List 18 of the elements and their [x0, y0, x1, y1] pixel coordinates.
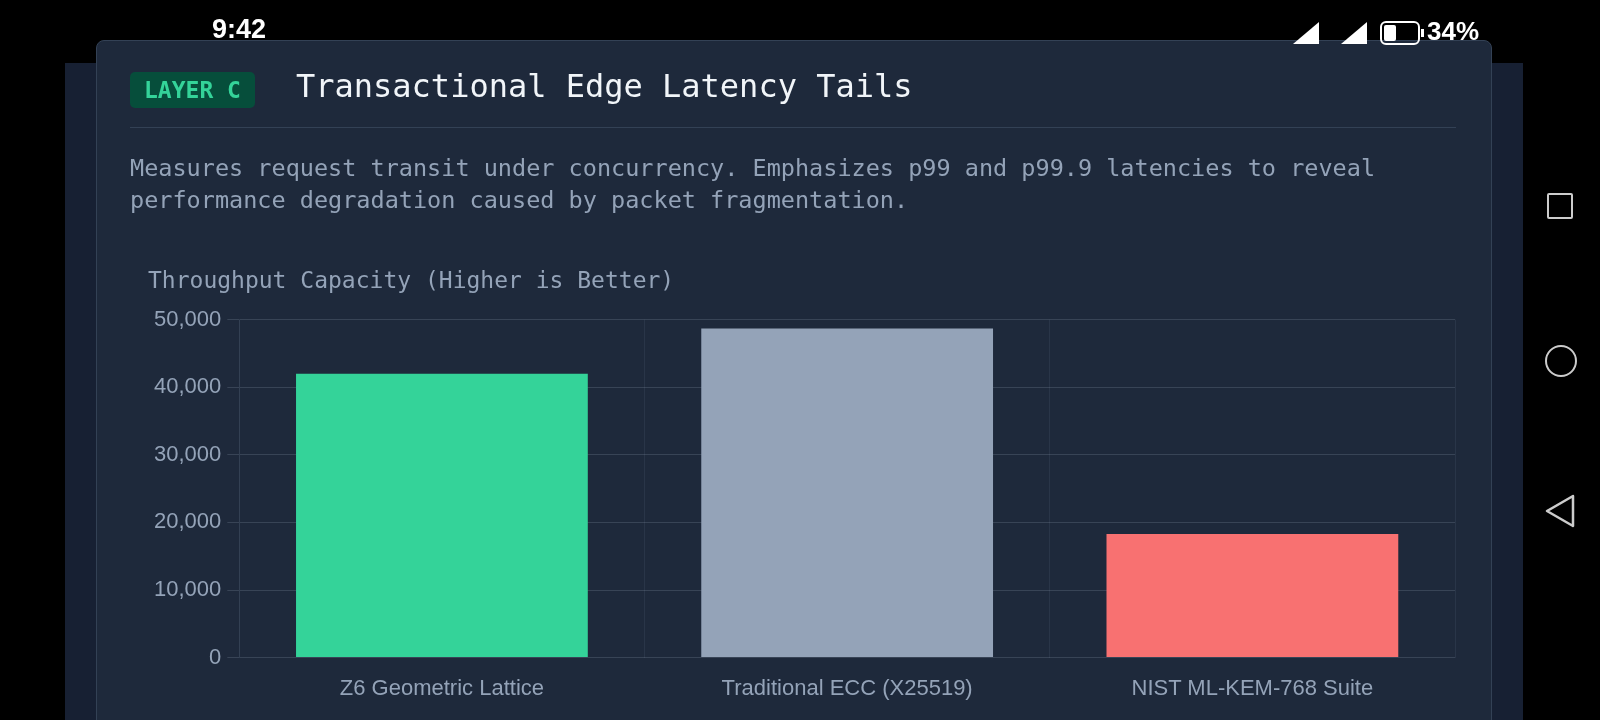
y-axis-title: Throughput Capacity (Higher is Better) [148, 266, 675, 293]
bar [296, 373, 588, 658]
x-tick-label: NIST ML-KEM-768 Suite [1131, 674, 1374, 700]
y-tick-label: 10,000 [153, 576, 222, 602]
chart-title: Transactional Edge Latency Tails [296, 66, 913, 106]
y-tick-label: 0 [209, 643, 222, 669]
chart-subtitle: Measures request transit under concurrency. Emphasizes p99 and p99.9 latencies to reveal performance degradation caused by packet fragmentation. [130, 153, 1377, 216]
bar [1106, 533, 1399, 658]
text: LAYER C [130, 72, 255, 108]
y-tick-label: 30,000 [153, 440, 222, 466]
text: 34% [1427, 16, 1480, 47]
text: 9:42 [212, 14, 267, 45]
x-tick-label: Z6 Geometric Lattice [339, 674, 544, 700]
y-tick-label: 50,000 [153, 305, 222, 331]
y-tick-label: 40,000 [153, 373, 222, 399]
bar [701, 328, 994, 658]
y-tick-label: 20,000 [153, 508, 222, 534]
x-tick-label: Traditional ECC (X25519) [721, 674, 973, 700]
